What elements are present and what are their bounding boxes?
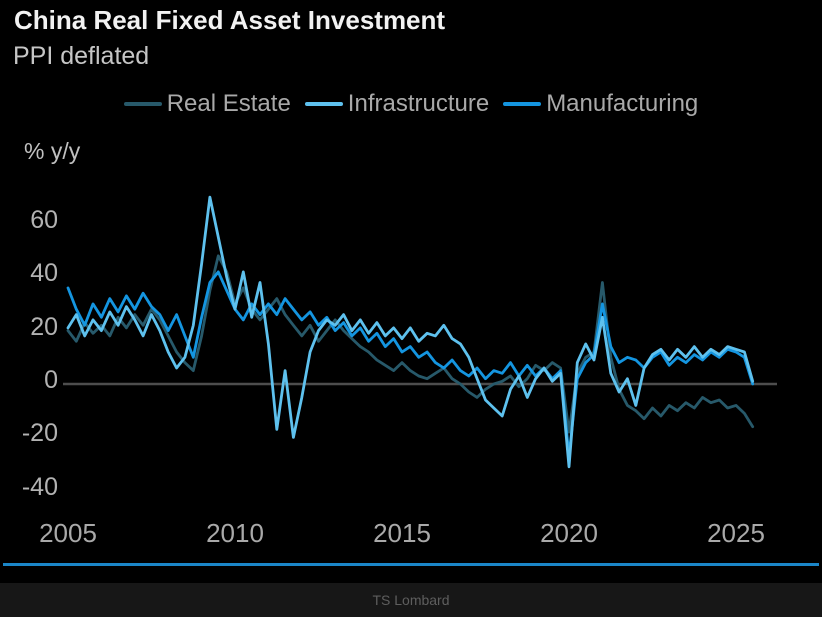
- manufacturing-line-swatch: [503, 102, 542, 106]
- legend-label-manufacturing: Manufacturing: [546, 90, 699, 117]
- page-title: China Real Fixed Asset Investment: [14, 5, 446, 35]
- infrastructure-line-swatch: [304, 102, 343, 106]
- y-tick-label: -40: [21, 472, 58, 501]
- legend-label-real-estate: Real Estate: [166, 90, 291, 117]
- y-tick-label: 0: [44, 366, 58, 394]
- legend: Real Estate Infrastructure Manufacturing: [0, 90, 822, 118]
- y-tick-label: -20: [21, 419, 58, 448]
- x-tick-label: 2020: [540, 518, 598, 548]
- legend-item-real-estate: Real Estate: [123, 90, 291, 118]
- series-line-real-estate: [66, 254, 755, 434]
- footer-bar: TS Lombard: [0, 583, 822, 617]
- x-tick-label: 2005: [39, 518, 97, 548]
- legend-item-manufacturing: Manufacturing: [503, 90, 698, 118]
- bottom-accent-line: [3, 563, 819, 566]
- series-line-manufacturing: [66, 270, 755, 458]
- y-axis-unit-label: % y/y: [24, 138, 81, 164]
- y-tick-label: 40: [30, 259, 58, 288]
- legend-label-infrastructure: Infrastructure: [347, 90, 490, 117]
- legend-item-infrastructure: Infrastructure: [304, 90, 490, 118]
- real-estate-line-swatch: [123, 102, 162, 106]
- y-tick-label: 20: [30, 312, 58, 341]
- series-line-infrastructure: [66, 195, 755, 469]
- y-tick-label: 60: [30, 205, 58, 234]
- brand-label: TS Lombard: [372, 592, 450, 608]
- x-tick-label: 2025: [707, 518, 765, 548]
- chart-subtitle: PPI deflated: [13, 42, 150, 70]
- x-tick-label: 2010: [206, 518, 264, 548]
- x-tick-label: 2015: [373, 518, 431, 548]
